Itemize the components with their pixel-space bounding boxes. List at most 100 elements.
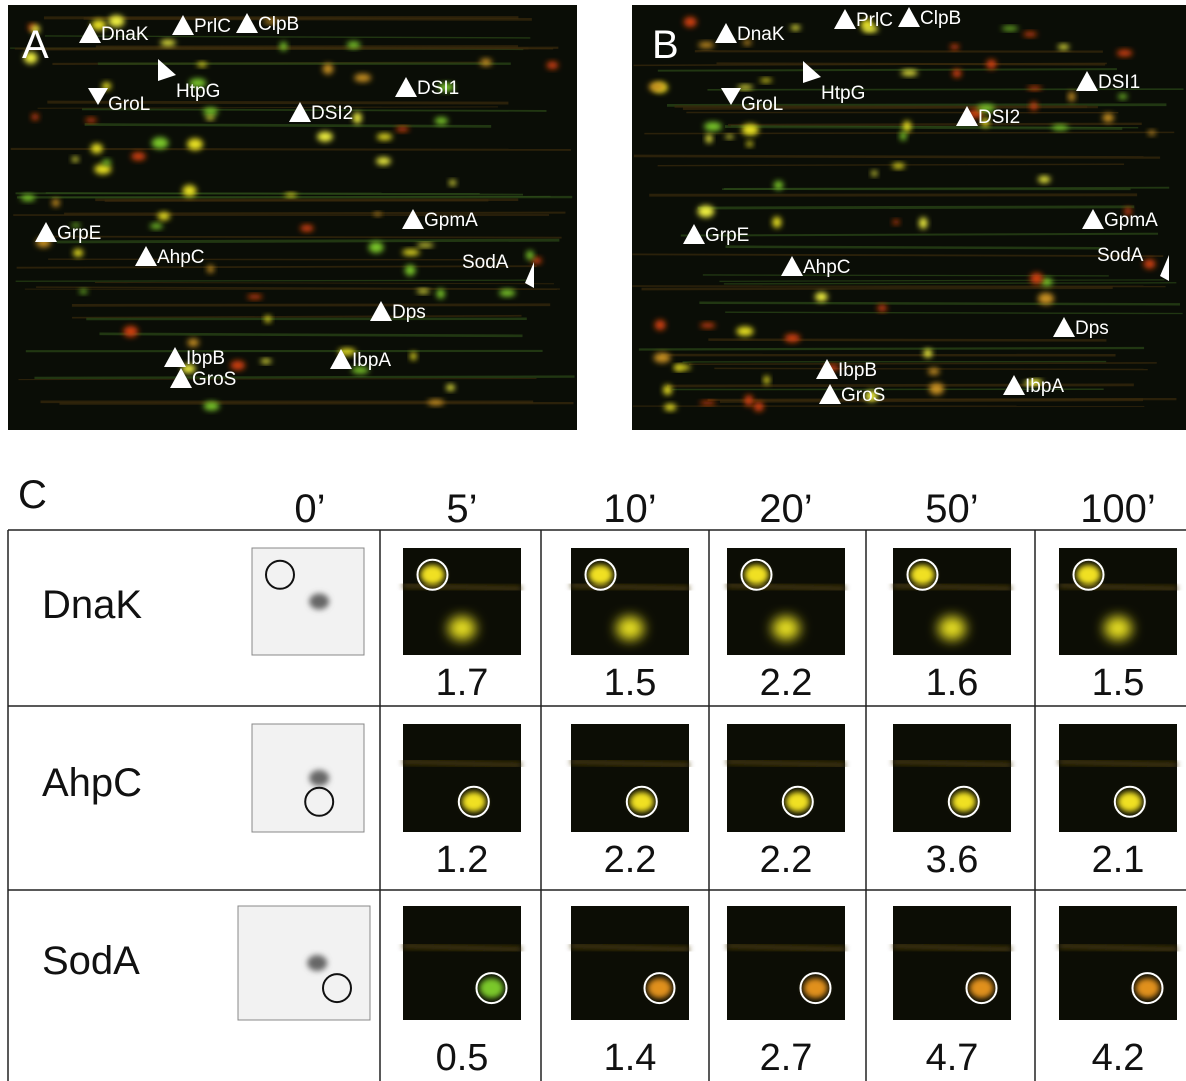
gel-spot [649, 82, 665, 91]
gel-streak [403, 585, 521, 588]
gel-streak [64, 213, 565, 214]
gel-spot [402, 249, 420, 255]
spot [786, 792, 810, 812]
gel-streak [571, 585, 689, 588]
ratio: 1.2 [436, 839, 489, 881]
ratio: 2.1 [1092, 839, 1145, 881]
gel-streak [85, 124, 491, 126]
gel-spot [664, 404, 676, 411]
gel-spot [1102, 113, 1113, 122]
panel-letter: A [22, 23, 49, 67]
gel-thumbnail [571, 724, 689, 832]
spot [772, 616, 800, 640]
gel-spot [704, 122, 722, 131]
gel-spot [919, 217, 927, 228]
spot-label: SodA [1097, 245, 1144, 266]
time-header: 10’ [603, 487, 656, 531]
gel-spot [684, 17, 697, 27]
gel-spot [79, 289, 87, 294]
spot-label: GpmA [424, 210, 478, 231]
gel-spot [207, 265, 214, 273]
gel-spot [1030, 273, 1043, 284]
gel-streak [728, 124, 1142, 125]
spot-label: GrpE [705, 225, 749, 246]
ratio: 2.2 [760, 839, 813, 881]
gel-spot [1023, 32, 1037, 37]
panel-letter: C [18, 473, 47, 517]
spot [1077, 565, 1101, 585]
gel-spot [790, 25, 800, 30]
gel-spot [203, 108, 218, 116]
gel-thumbnail [893, 906, 1011, 1020]
gel-spot [377, 133, 393, 140]
gel-spot [986, 59, 996, 69]
gel-streak [48, 259, 501, 260]
spot [952, 792, 976, 812]
gel-spot [950, 44, 959, 49]
spot-label: GroL [741, 94, 783, 115]
gel-spot [893, 220, 900, 225]
spot [462, 792, 486, 812]
gel-spot [158, 212, 170, 220]
gel-spot [31, 114, 38, 121]
gel-spot [182, 185, 196, 197]
time-header: 0’ [294, 487, 325, 531]
gel-spot [1038, 176, 1050, 183]
protein-name: SodA [42, 939, 140, 983]
gel-spot [91, 143, 103, 153]
spot-label: DnaK [101, 24, 149, 45]
ratio: 2.2 [760, 662, 813, 704]
gel-spot [446, 384, 455, 390]
gel-spot [150, 223, 163, 229]
spot-label: PrlC [856, 10, 893, 31]
spot-label: GrpE [57, 223, 101, 244]
gel-streak [34, 377, 574, 378]
spot [938, 616, 966, 640]
ratio: 1.4 [604, 1037, 657, 1079]
gel-spot [815, 292, 828, 302]
gel-spot [774, 181, 784, 190]
gel-spot [871, 171, 877, 177]
ratio: 4.7 [926, 1037, 979, 1079]
gel-streak [403, 946, 521, 949]
gel-streak [720, 400, 1143, 402]
spot [1104, 616, 1132, 640]
spot-label: DSI2 [978, 107, 1020, 128]
gray-spot [309, 770, 329, 786]
spot-label: SodA [462, 252, 509, 273]
protein-name: DnaK [42, 583, 142, 627]
spot-label: Dps [1075, 318, 1109, 339]
gel-spot [347, 41, 361, 48]
gel-spot [264, 315, 271, 322]
gel-spot [742, 124, 759, 136]
gel-spot [499, 289, 515, 296]
gel-spot [197, 62, 207, 67]
spot [448, 616, 476, 640]
reference-thumbnail [252, 548, 364, 655]
spot-label: IbpA [1025, 376, 1064, 397]
gel-spot [1027, 86, 1042, 90]
gel-streak [893, 946, 1011, 949]
gel-spot [353, 112, 362, 124]
gel-spot [1144, 259, 1156, 269]
ratio: 2.2 [604, 839, 657, 881]
gel-spot [746, 141, 753, 146]
gel-spot [772, 217, 781, 228]
gel-spot [260, 359, 271, 364]
gel-spot [417, 243, 434, 247]
gel-spot [1068, 92, 1075, 102]
gel-thumbnail [1059, 906, 1177, 1020]
gel-streak [893, 585, 1011, 588]
gel-streak [1059, 762, 1177, 765]
gel-spot [204, 402, 220, 411]
gel-spot [427, 399, 444, 405]
gel-spot [94, 164, 111, 174]
gel-streak [403, 762, 521, 765]
gel-spot [1058, 44, 1070, 49]
gel-streak [41, 237, 562, 238]
gel-spot [700, 323, 715, 328]
gel-spot [764, 376, 770, 385]
gel-spot [285, 193, 298, 197]
gel-spot [73, 249, 83, 257]
gel-spot [1118, 94, 1127, 99]
